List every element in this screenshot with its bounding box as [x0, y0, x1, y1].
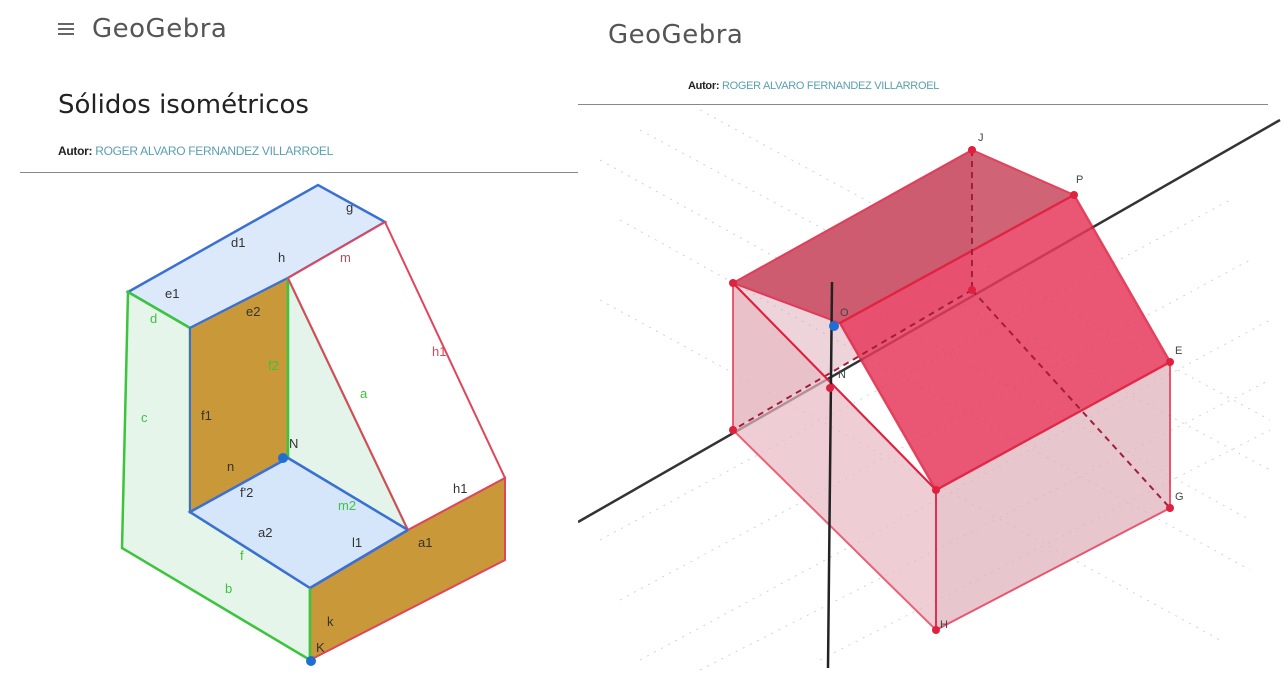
vertex-mid[interactable]: [932, 486, 940, 494]
label-c: c: [141, 410, 148, 425]
author-name-link[interactable]: ROGER ALVARO FERNANDEZ VILLARROEL: [95, 144, 333, 158]
author-label: Autor:: [58, 144, 93, 158]
label-N: N: [289, 436, 298, 451]
point-N[interactable]: [278, 453, 288, 463]
z-axis: [826, 281, 834, 669]
label-a: a: [360, 386, 368, 401]
label-i1: h1: [453, 481, 467, 496]
vertex-P[interactable]: [1070, 191, 1078, 199]
label-d1: d1: [231, 235, 245, 250]
label-e2: e2: [246, 304, 260, 319]
label-a1: a1: [418, 535, 432, 550]
label-P: P: [1076, 174, 1083, 186]
divider: [20, 172, 578, 173]
vertex-H[interactable]: [932, 626, 940, 634]
label-n: n: [227, 459, 234, 474]
left-geogebra-panel: GeoGebra Sólidos isométricos Autor: ROGE…: [0, 0, 578, 675]
label-h1: h1: [432, 344, 446, 359]
author-line-right: Autor: ROGER ALVARO FERNANDEZ VILLARROEL: [688, 80, 939, 92]
vertex-center[interactable]: [968, 286, 976, 294]
label-K: K: [316, 640, 325, 655]
author-label-right: Autor:: [688, 80, 720, 92]
vertex-G[interactable]: [1166, 504, 1174, 512]
menu-icon[interactable]: [58, 23, 74, 35]
geogebra-logo-right-text: GeoGebra: [608, 20, 744, 50]
page-title: Sólidos isométricos: [58, 90, 309, 120]
label-G: G: [1175, 491, 1184, 503]
label-O: O: [840, 307, 849, 319]
label-l1: l1: [352, 535, 362, 550]
vertex-left-bottom[interactable]: [729, 426, 737, 434]
vertex-N[interactable]: [826, 384, 834, 392]
point-O[interactable]: [829, 321, 839, 331]
vertex-E[interactable]: [1166, 358, 1174, 366]
divider-right: [578, 104, 1268, 105]
author-name-link-right[interactable]: ROGER ALVARO FERNANDEZ VILLARROEL: [721, 80, 940, 92]
label-e1: e1: [165, 286, 179, 301]
left-top-bar: GeoGebra: [0, 0, 578, 60]
geogebra-logo-right[interactable]: GeoGebra: [608, 20, 743, 50]
label-J: J: [978, 132, 984, 144]
label-g: g: [346, 200, 353, 215]
point-K[interactable]: [306, 656, 316, 666]
label-f2: f2: [268, 358, 279, 373]
label-m: m: [340, 250, 351, 265]
label-H: H: [940, 619, 948, 631]
label-b: b: [225, 581, 232, 596]
author-line: Autor: ROGER ALVARO FERNANDEZ VILLARROEL: [58, 144, 333, 158]
right-geogebra-panel: GeoGebra Autor: ROGER ALVARO FERNANDEZ V…: [578, 0, 1285, 675]
label-f1: f1: [201, 408, 212, 423]
geogebra-logo[interactable]: GeoGebra: [92, 14, 227, 44]
label-k: k: [327, 614, 334, 629]
3d-house-canvas[interactable]: J P O N E G H: [578, 106, 1285, 675]
label-h: h: [278, 250, 285, 265]
vertex-J[interactable]: [968, 146, 976, 154]
label-f: f: [240, 548, 244, 563]
label-f2b: f'2: [240, 485, 253, 500]
isometric-solid-canvas[interactable]: g d1 h m e1 e2 d h1 f2 a c f1 N n h1 f'2…: [0, 175, 578, 675]
label-N-right: N: [838, 369, 846, 381]
geogebra-logo-text: GeoGebra: [92, 14, 228, 44]
vertex-I[interactable]: [729, 279, 737, 287]
label-E: E: [1175, 345, 1182, 357]
label-d: d: [150, 311, 157, 326]
label-a2: a2: [258, 525, 272, 540]
label-m2: m2: [338, 498, 356, 513]
